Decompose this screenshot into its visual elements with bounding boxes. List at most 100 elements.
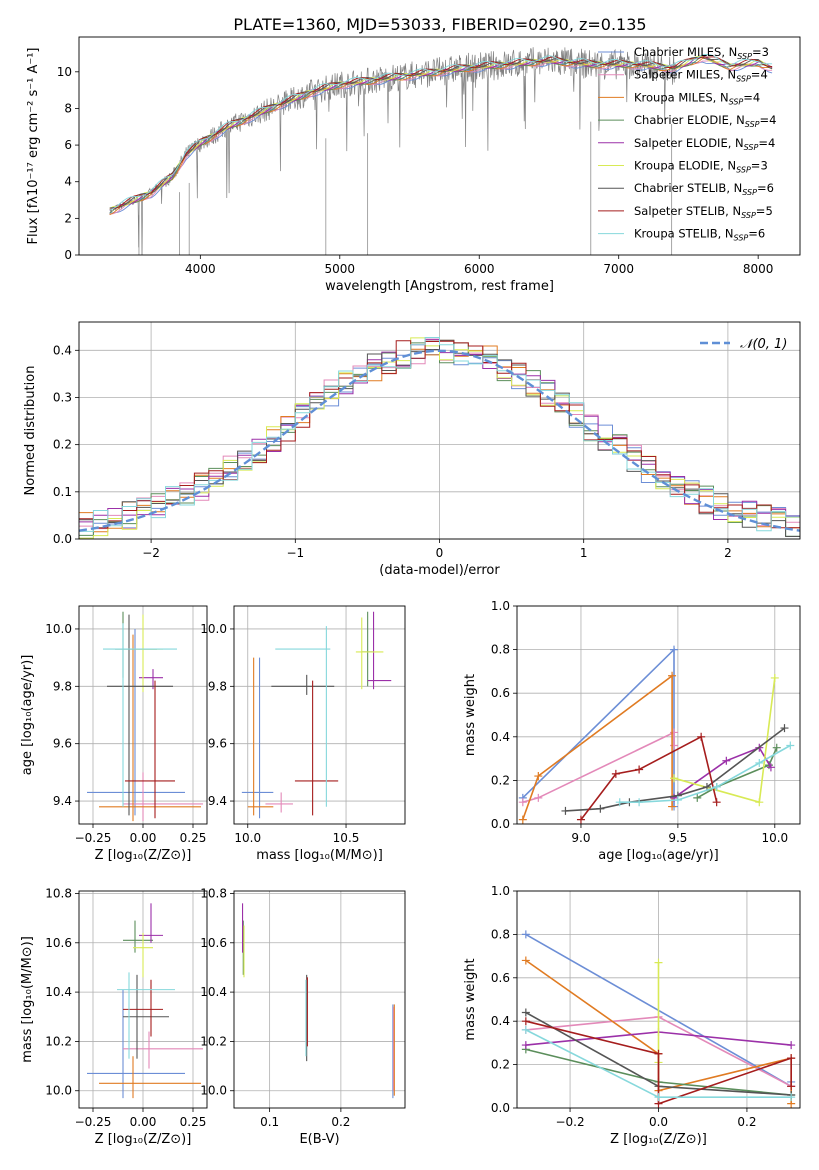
- weight-marker: [576, 815, 585, 824]
- x-tick-label: 0.2: [737, 1115, 756, 1129]
- errorbar-point-kroupa-elodie: [133, 614, 163, 693]
- weight-marker: [787, 1082, 796, 1091]
- x-tick-label: 10.5: [333, 831, 360, 845]
- y-tick-label: 9.4: [53, 794, 72, 808]
- legend-sub: SSP: [736, 166, 751, 175]
- legend-entry: Chabrier MILES, NSSP=3: [634, 45, 769, 61]
- legend-sub: SSP: [729, 97, 744, 106]
- errorbar-point-salpeter-stelib: [125, 680, 175, 819]
- y-tick-label: 10.0: [200, 622, 227, 636]
- y-tick-label: 10.6: [45, 936, 72, 950]
- y-axis-label: Flux [fλ10⁻¹⁷ erg cm⁻² s⁻¹ A⁻¹]: [26, 48, 41, 245]
- errorbar-point-chabrier-miles: [241, 657, 274, 819]
- weight-marker: [654, 1049, 663, 1058]
- weight-marker: [654, 1093, 663, 1102]
- y-tick-label: 10.6: [200, 936, 227, 950]
- x-axis-label: E(B-V): [299, 1132, 339, 1147]
- legend-eq: =: [752, 45, 762, 59]
- legend-sep: , N: [728, 136, 744, 150]
- legend-sub: SSP: [744, 143, 759, 152]
- legend-sep: , N: [721, 45, 737, 59]
- weight-marker: [787, 1093, 796, 1102]
- model-spectrum-8: [109, 53, 773, 211]
- legend-reference-label: 𝒩(0, 1): [740, 337, 787, 352]
- y-tick-label: 0.4: [491, 1014, 510, 1028]
- y-tick-label: 0.2: [53, 438, 72, 452]
- weight-line-4: [673, 746, 772, 799]
- weight-marker: [722, 756, 731, 765]
- legend-model-name: Kroupa STELIB: [634, 227, 718, 241]
- x-tick-label: 0.00: [130, 1115, 157, 1129]
- legend-entry: Chabrier ELODIE, NSSP=4: [634, 113, 776, 129]
- x-tick-label: 1: [580, 546, 588, 560]
- weight-marker: [518, 798, 527, 807]
- y-tick-label: 1.0: [491, 599, 510, 613]
- x-axis-label: wavelength [Angstrom, rest frame]: [325, 279, 554, 294]
- y-tick-label: 2: [64, 211, 72, 225]
- weight-line-0: [522, 647, 675, 807]
- weight-marker: [770, 673, 779, 682]
- legend-eq: =: [758, 136, 768, 150]
- x-tick-label: 0.1: [260, 1115, 279, 1129]
- errorbar-point-chabrier-miles: [87, 628, 185, 816]
- x-tick-label: 4000: [185, 262, 216, 276]
- errorbar-point-salpeter-stelib: [294, 680, 339, 816]
- weight-marker: [766, 763, 775, 772]
- weight-line-1: [522, 731, 675, 803]
- x-tick-label: −0.25: [75, 1115, 112, 1129]
- errorbar-point-chabrier-elodie: [361, 611, 374, 687]
- weight-marker: [521, 1041, 530, 1050]
- x-tick-label: 0.00: [130, 831, 157, 845]
- y-tick-label: 0.2: [491, 1058, 510, 1072]
- histogram-8: [79, 337, 800, 532]
- legend-eq: =: [757, 181, 767, 195]
- legend-nssp: 4: [753, 90, 760, 104]
- weight-marker: [755, 798, 764, 807]
- errorbar-point-kroupa-miles: [99, 1056, 201, 1099]
- x-axis-label: Z [log₁₀(Z/Z⊙)]: [95, 848, 192, 863]
- weight-marker: [670, 741, 679, 750]
- x-tick-label: 10.0: [761, 831, 788, 845]
- legend-model-name: Chabrier MILES: [634, 45, 721, 59]
- legend-model-name: Salpeter STELIB: [634, 204, 725, 218]
- panel-age_vs_mass: 10.0 10.5 9.4 9.6 9.8 10.0 mass [log₁₀(M/M⊙)]: [200, 605, 406, 863]
- x-tick-label: 6000: [464, 262, 495, 276]
- weight-marker: [611, 769, 620, 778]
- weight-line-3: [696, 747, 778, 799]
- y-tick-label: 9.8: [208, 679, 227, 693]
- plot-area-age_vs_Z: [87, 611, 203, 822]
- weight-marker: [518, 815, 527, 824]
- y-tick-label: 0.3: [53, 390, 72, 404]
- y-tick-label: 0.4: [53, 343, 72, 357]
- legend-sub: SSP: [745, 120, 760, 129]
- y-tick-label: 0.0: [491, 1101, 510, 1115]
- y-tick-label: 9.6: [208, 737, 227, 751]
- y-tick-label: 0.0: [53, 532, 72, 546]
- legend-sub: SSP: [741, 211, 756, 220]
- errorbar-point-chabrier-stelib: [123, 974, 169, 1059]
- legend-nssp: 4: [768, 136, 775, 150]
- legend-nssp: 5: [765, 204, 772, 218]
- y-tick-label: 0.0: [491, 817, 510, 831]
- errorbar-point-kroupa-stelib: [103, 623, 177, 807]
- weight-marker: [521, 1025, 530, 1034]
- weight-marker: [755, 758, 764, 767]
- panel-spectrum: 4000 5000 6000 7000 8000 0 2 4 6 8 10 wavelength [A…: [26, 36, 801, 294]
- y-tick-label: 10.0: [45, 1084, 72, 1098]
- weight-marker: [772, 743, 781, 752]
- x-tick-label: −0.25: [75, 831, 112, 845]
- legend-model-name: Kroupa MILES: [634, 90, 713, 104]
- x-tick-label: 2: [724, 546, 732, 560]
- x-tick-label: 7000: [603, 262, 634, 276]
- legend-sep: , N: [713, 90, 729, 104]
- legend-nssp: 4: [769, 113, 776, 127]
- y-tick-label: 0.8: [491, 927, 510, 941]
- legend-entry: Salpeter ELODIE, NSSP=4: [634, 136, 775, 152]
- legend-sub: SSP: [734, 234, 749, 243]
- legend-eq: =: [756, 204, 766, 218]
- x-axis-label: Z [log₁₀(Z/Z⊙)]: [95, 1132, 192, 1147]
- errorbar-point-chabrier-stelib: [107, 614, 173, 816]
- legend-sep: , N: [729, 113, 745, 127]
